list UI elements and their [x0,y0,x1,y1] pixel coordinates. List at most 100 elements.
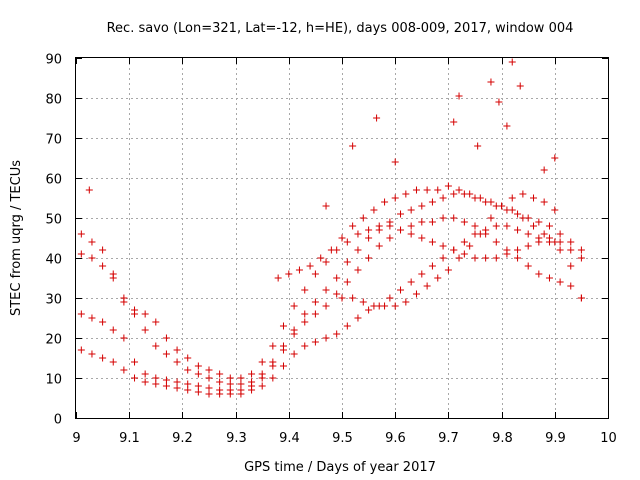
data-point [503,250,511,258]
data-point [99,318,107,326]
data-point [237,380,245,388]
data-point [418,218,426,226]
data-point [184,366,192,374]
y-tick-label: 90 [45,53,62,68]
data-point [162,382,170,390]
data-point [226,374,234,382]
data-point [322,258,330,266]
data-point [545,274,553,282]
data-point [412,290,420,298]
data-point [295,266,303,274]
data-point [373,114,381,122]
data-point [349,222,357,230]
data-point [540,230,548,238]
data-point [530,222,538,230]
series-arc6 [338,190,559,310]
data-point [285,270,293,278]
data-point [482,254,490,262]
data-point [450,118,458,126]
data-point [338,234,346,242]
data-point [301,318,309,326]
data-point [194,382,202,390]
x-tick-labels: 9 9.1 9.2 9.3 9.4 9.5 9.6 9.7 9.8 9.9 10 [72,431,616,446]
data-point [279,342,287,350]
chart-title: Rec. savo (Lon=321, Lat=-12, h=HE), days… [107,21,574,36]
data-point [370,206,378,214]
data-point [354,314,362,322]
data-point [322,202,330,210]
data-point [514,210,522,218]
data-point [343,258,351,266]
x-tick-label: 9.5 [332,431,353,446]
data-point [173,358,181,366]
data-point [487,214,495,222]
data-point [412,186,420,194]
data-point [301,310,309,318]
data-point [487,198,495,206]
data-point [516,82,524,90]
data-point [343,238,351,246]
data-point [455,186,463,194]
data-point [205,384,213,392]
data-point [567,262,575,270]
data-point [311,338,319,346]
series-arc4 [77,222,585,382]
x-tick-label: 9.7 [438,431,459,446]
y-tick-label: 10 [45,373,62,388]
data-point [226,380,234,388]
x-tick-label: 9.6 [385,431,406,446]
data-point [535,270,543,278]
data-point [444,182,452,190]
data-point [397,210,405,218]
data-point [471,222,479,230]
y-tick-label: 0 [54,413,62,428]
x-tick-label: 9.4 [279,431,300,446]
data-point [269,374,277,382]
data-point [455,92,463,100]
data-point [397,226,405,234]
data-point [131,374,139,382]
data-point [152,318,160,326]
data-point [391,158,399,166]
data-point [545,234,553,242]
data-point [524,262,532,270]
data-point [434,274,442,282]
data-point [402,190,410,198]
data-point [492,222,500,230]
y-tick-labels: 0 10 20 30 40 50 60 70 80 90 [45,53,62,428]
data-point [290,326,298,334]
y-tick-label: 60 [45,173,62,188]
data-point [418,202,426,210]
data-point [131,306,139,314]
data-point [349,142,357,150]
plot-frame [75,57,609,419]
data-point [577,246,585,254]
data-point [503,222,511,230]
data-point [258,382,266,390]
data-point [439,254,447,262]
data-point [407,230,415,238]
data-point [514,226,522,234]
data-point [460,238,468,246]
data-point [530,194,538,202]
data-point [381,198,389,206]
data-point [476,194,484,202]
data-point [162,334,170,342]
y-axis-label: STEC from uqrg / TECUs [9,160,24,316]
data-point [460,218,468,226]
data-point [269,358,277,366]
data-point [216,386,224,394]
data-point [551,154,559,162]
data-point [77,346,85,354]
data-point [370,302,378,310]
data-point [173,346,181,354]
data-point [258,370,266,378]
data-point [439,214,447,222]
x-tick-label: 9.3 [226,431,247,446]
data-point [184,380,192,388]
data-point [141,310,149,318]
data-point [567,238,575,246]
data-point [77,230,85,238]
data-point [508,206,516,214]
data-point [226,386,234,394]
